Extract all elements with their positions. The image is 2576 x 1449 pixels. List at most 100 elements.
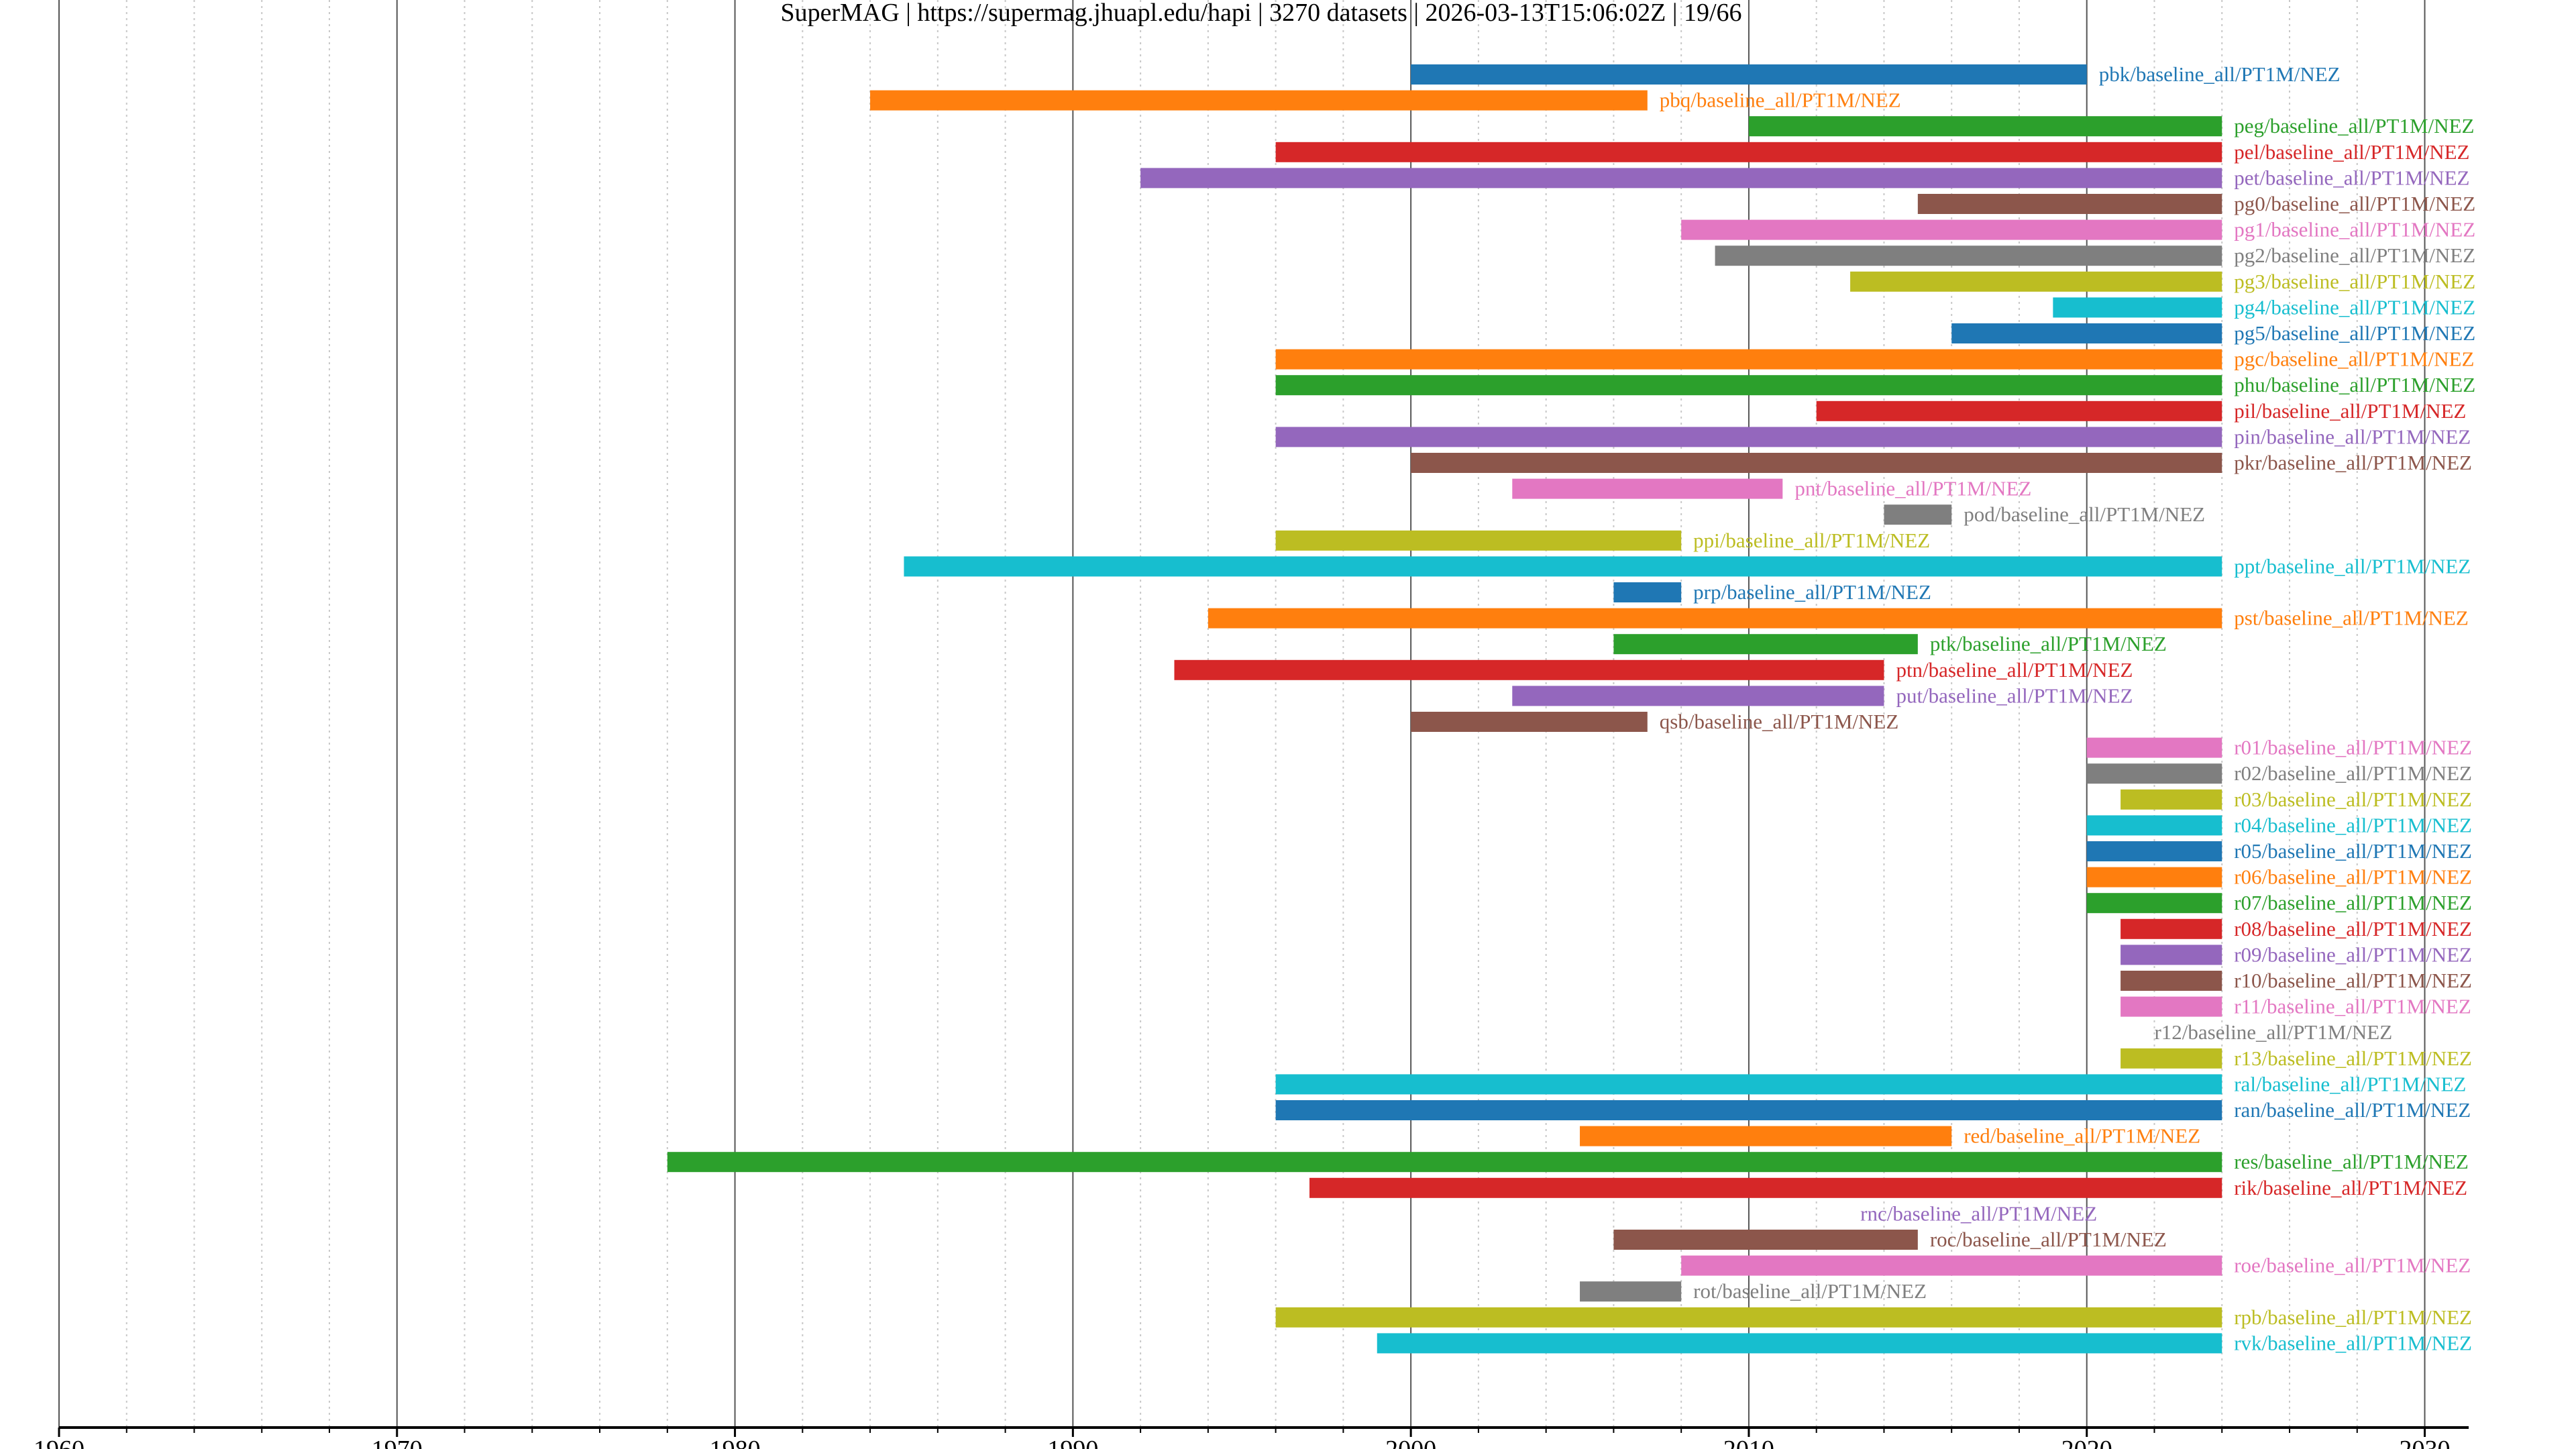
chart-title: SuperMAG | https://supermag.jhuapl.edu/h… bbox=[780, 0, 1741, 27]
bar-label-r03: r03/baseline_all/PT1M/NEZ bbox=[2234, 788, 2472, 811]
bar-r08 bbox=[2121, 918, 2222, 939]
bar-pnt bbox=[1512, 478, 1783, 499]
bar-label-r01: r01/baseline_all/PT1M/NEZ bbox=[2234, 736, 2472, 759]
bar-pg2 bbox=[1715, 246, 2222, 266]
bar-label-pg3: pg3/baseline_all/PT1M/NEZ bbox=[2234, 270, 2475, 293]
bar-label-pel: pel/baseline_all/PT1M/NEZ bbox=[2234, 140, 2469, 164]
bar-label-pg0: pg0/baseline_all/PT1M/NEZ bbox=[2234, 192, 2475, 215]
bar-prp bbox=[1613, 582, 1682, 602]
bar-pbq bbox=[870, 90, 1648, 111]
bar-label-r08: r08/baseline_all/PT1M/NEZ bbox=[2234, 917, 2472, 941]
bar-label-prp: prp/baseline_all/PT1M/NEZ bbox=[1693, 580, 1931, 604]
x-tick-label: 2010 bbox=[1723, 1436, 1774, 1449]
bar-pet bbox=[1140, 168, 2222, 189]
bar-r02 bbox=[2086, 763, 2222, 784]
bar-label-peg: peg/baseline_all/PT1M/NEZ bbox=[2234, 114, 2474, 138]
bar-label-ran: ran/baseline_all/PT1M/NEZ bbox=[2234, 1098, 2471, 1122]
bar-label-r13: r13/baseline_all/PT1M/NEZ bbox=[2234, 1046, 2472, 1070]
bar-r05 bbox=[2086, 841, 2222, 861]
x-tick-label: 2030 bbox=[2400, 1436, 2451, 1449]
bar-r07 bbox=[2086, 893, 2222, 914]
bar-roc bbox=[1613, 1230, 1918, 1250]
bar-label-ptk: ptk/baseline_all/PT1M/NEZ bbox=[1930, 632, 2167, 655]
bar-pgc bbox=[1275, 349, 2222, 370]
bar-label-pg1: pg1/baseline_all/PT1M/NEZ bbox=[2234, 218, 2475, 241]
bar-r09 bbox=[2121, 945, 2222, 965]
bar-label-pbq: pbq/baseline_all/PT1M/NEZ bbox=[1660, 89, 1901, 112]
bar-pkr bbox=[1411, 453, 2222, 473]
bar-label-ppt: ppt/baseline_all/PT1M/NEZ bbox=[2234, 554, 2471, 578]
bar-label-r06: r06/baseline_all/PT1M/NEZ bbox=[2234, 865, 2472, 889]
bar-put bbox=[1512, 686, 1884, 706]
bar-label-ptn: ptn/baseline_all/PT1M/NEZ bbox=[1896, 658, 2133, 682]
bar-pg3 bbox=[1850, 271, 2222, 292]
bar-label-r04: r04/baseline_all/PT1M/NEZ bbox=[2234, 813, 2472, 837]
bar-label-rot: rot/baseline_all/PT1M/NEZ bbox=[1693, 1279, 1927, 1303]
x-tick-label: 2020 bbox=[2061, 1436, 2112, 1449]
bar-label-pod: pod/baseline_all/PT1M/NEZ bbox=[1964, 502, 2205, 526]
bar-label-r11: r11/baseline_all/PT1M/NEZ bbox=[2234, 995, 2471, 1018]
bar-ppt bbox=[904, 556, 2222, 577]
bar-r13 bbox=[2121, 1048, 2222, 1069]
bar-label-pg5: pg5/baseline_all/PT1M/NEZ bbox=[2234, 321, 2475, 345]
bar-res bbox=[667, 1152, 2222, 1173]
x-tick-label: 1970 bbox=[372, 1436, 423, 1449]
bar-label-rvk: rvk/baseline_all/PT1M/NEZ bbox=[2234, 1331, 2472, 1354]
bar-pg0 bbox=[1917, 194, 2222, 214]
bar-pel bbox=[1275, 142, 2222, 162]
bar-label-pnt: pnt/baseline_all/PT1M/NEZ bbox=[1794, 477, 2031, 500]
bar-label-res: res/baseline_all/PT1M/NEZ bbox=[2234, 1150, 2469, 1173]
bar-label-rik: rik/baseline_all/PT1M/NEZ bbox=[2234, 1176, 2467, 1199]
bar-label-r02: r02/baseline_all/PT1M/NEZ bbox=[2234, 761, 2472, 785]
bar-label-r09: r09/baseline_all/PT1M/NEZ bbox=[2234, 943, 2472, 966]
bar-pod bbox=[1884, 504, 1952, 525]
bar-rik bbox=[1309, 1177, 2222, 1198]
dataset-labels: pbk/baseline_all/PT1M/NEZ pbq/baseline_al… bbox=[1660, 62, 2475, 1354]
bar-ptn bbox=[1174, 659, 1884, 680]
x-tick-label: 1990 bbox=[1047, 1436, 1098, 1449]
bar-pbk bbox=[1411, 64, 2087, 85]
bar-label-pgc: pgc/baseline_all/PT1M/NEZ bbox=[2234, 347, 2474, 371]
x-tick-label: 1960 bbox=[34, 1436, 85, 1449]
bar-rot bbox=[1580, 1281, 1682, 1302]
bar-label-roc: roc/baseline_all/PT1M/NEZ bbox=[1930, 1228, 2167, 1251]
bar-pil bbox=[1816, 400, 2222, 421]
bar-label-pil: pil/baseline_all/PT1M/NEZ bbox=[2234, 399, 2466, 423]
bar-r10 bbox=[2121, 971, 2222, 991]
bar-peg bbox=[1748, 116, 2222, 137]
x-tick-label: 2000 bbox=[1385, 1436, 1436, 1449]
bar-pg5 bbox=[1951, 323, 2222, 343]
bar-label-qsb: qsb/baseline_all/PT1M/NEZ bbox=[1660, 710, 1898, 733]
bar-label-red: red/baseline_all/PT1M/NEZ bbox=[1964, 1124, 2200, 1148]
bar-qsb bbox=[1411, 712, 1648, 732]
bar-ppi bbox=[1275, 530, 1682, 551]
bar-label-pst: pst/baseline_all/PT1M/NEZ bbox=[2234, 606, 2469, 630]
bar-label-ral: ral/baseline_all/PT1M/NEZ bbox=[2234, 1072, 2466, 1095]
bar-label-rnc: rnc/baseline_all/PT1M/NEZ bbox=[1860, 1201, 2097, 1225]
bar-ral bbox=[1275, 1074, 2222, 1095]
dataset-bars bbox=[667, 64, 2222, 1354]
bar-label-r07: r07/baseline_all/PT1M/NEZ bbox=[2234, 891, 2472, 914]
bar-r01 bbox=[2086, 737, 2222, 758]
bar-r11 bbox=[2121, 996, 2222, 1017]
bar-r06 bbox=[2086, 867, 2222, 888]
bar-pst bbox=[1208, 608, 2222, 629]
bar-label-pin: pin/baseline_all/PT1M/NEZ bbox=[2234, 425, 2471, 448]
x-tick-label: 1980 bbox=[710, 1436, 761, 1449]
bar-r03 bbox=[2121, 789, 2222, 810]
bar-rpb bbox=[1275, 1307, 2222, 1328]
bar-roe bbox=[1681, 1255, 2222, 1276]
bar-phu bbox=[1275, 375, 2222, 396]
bar-label-pbk: pbk/baseline_all/PT1M/NEZ bbox=[2099, 62, 2341, 86]
bar-red bbox=[1580, 1126, 1952, 1146]
bar-label-rpb: rpb/baseline_all/PT1M/NEZ bbox=[2234, 1305, 2472, 1329]
bar-pg4 bbox=[2053, 297, 2222, 318]
bar-label-pkr: pkr/baseline_all/PT1M/NEZ bbox=[2234, 451, 2472, 474]
bar-ptk bbox=[1613, 634, 1918, 655]
bar-label-r05: r05/baseline_all/PT1M/NEZ bbox=[2234, 839, 2472, 863]
bar-label-phu: phu/baseline_all/PT1M/NEZ bbox=[2234, 373, 2475, 396]
bar-pin bbox=[1275, 427, 2222, 447]
bar-label-pg4: pg4/baseline_all/PT1M/NEZ bbox=[2234, 295, 2475, 319]
